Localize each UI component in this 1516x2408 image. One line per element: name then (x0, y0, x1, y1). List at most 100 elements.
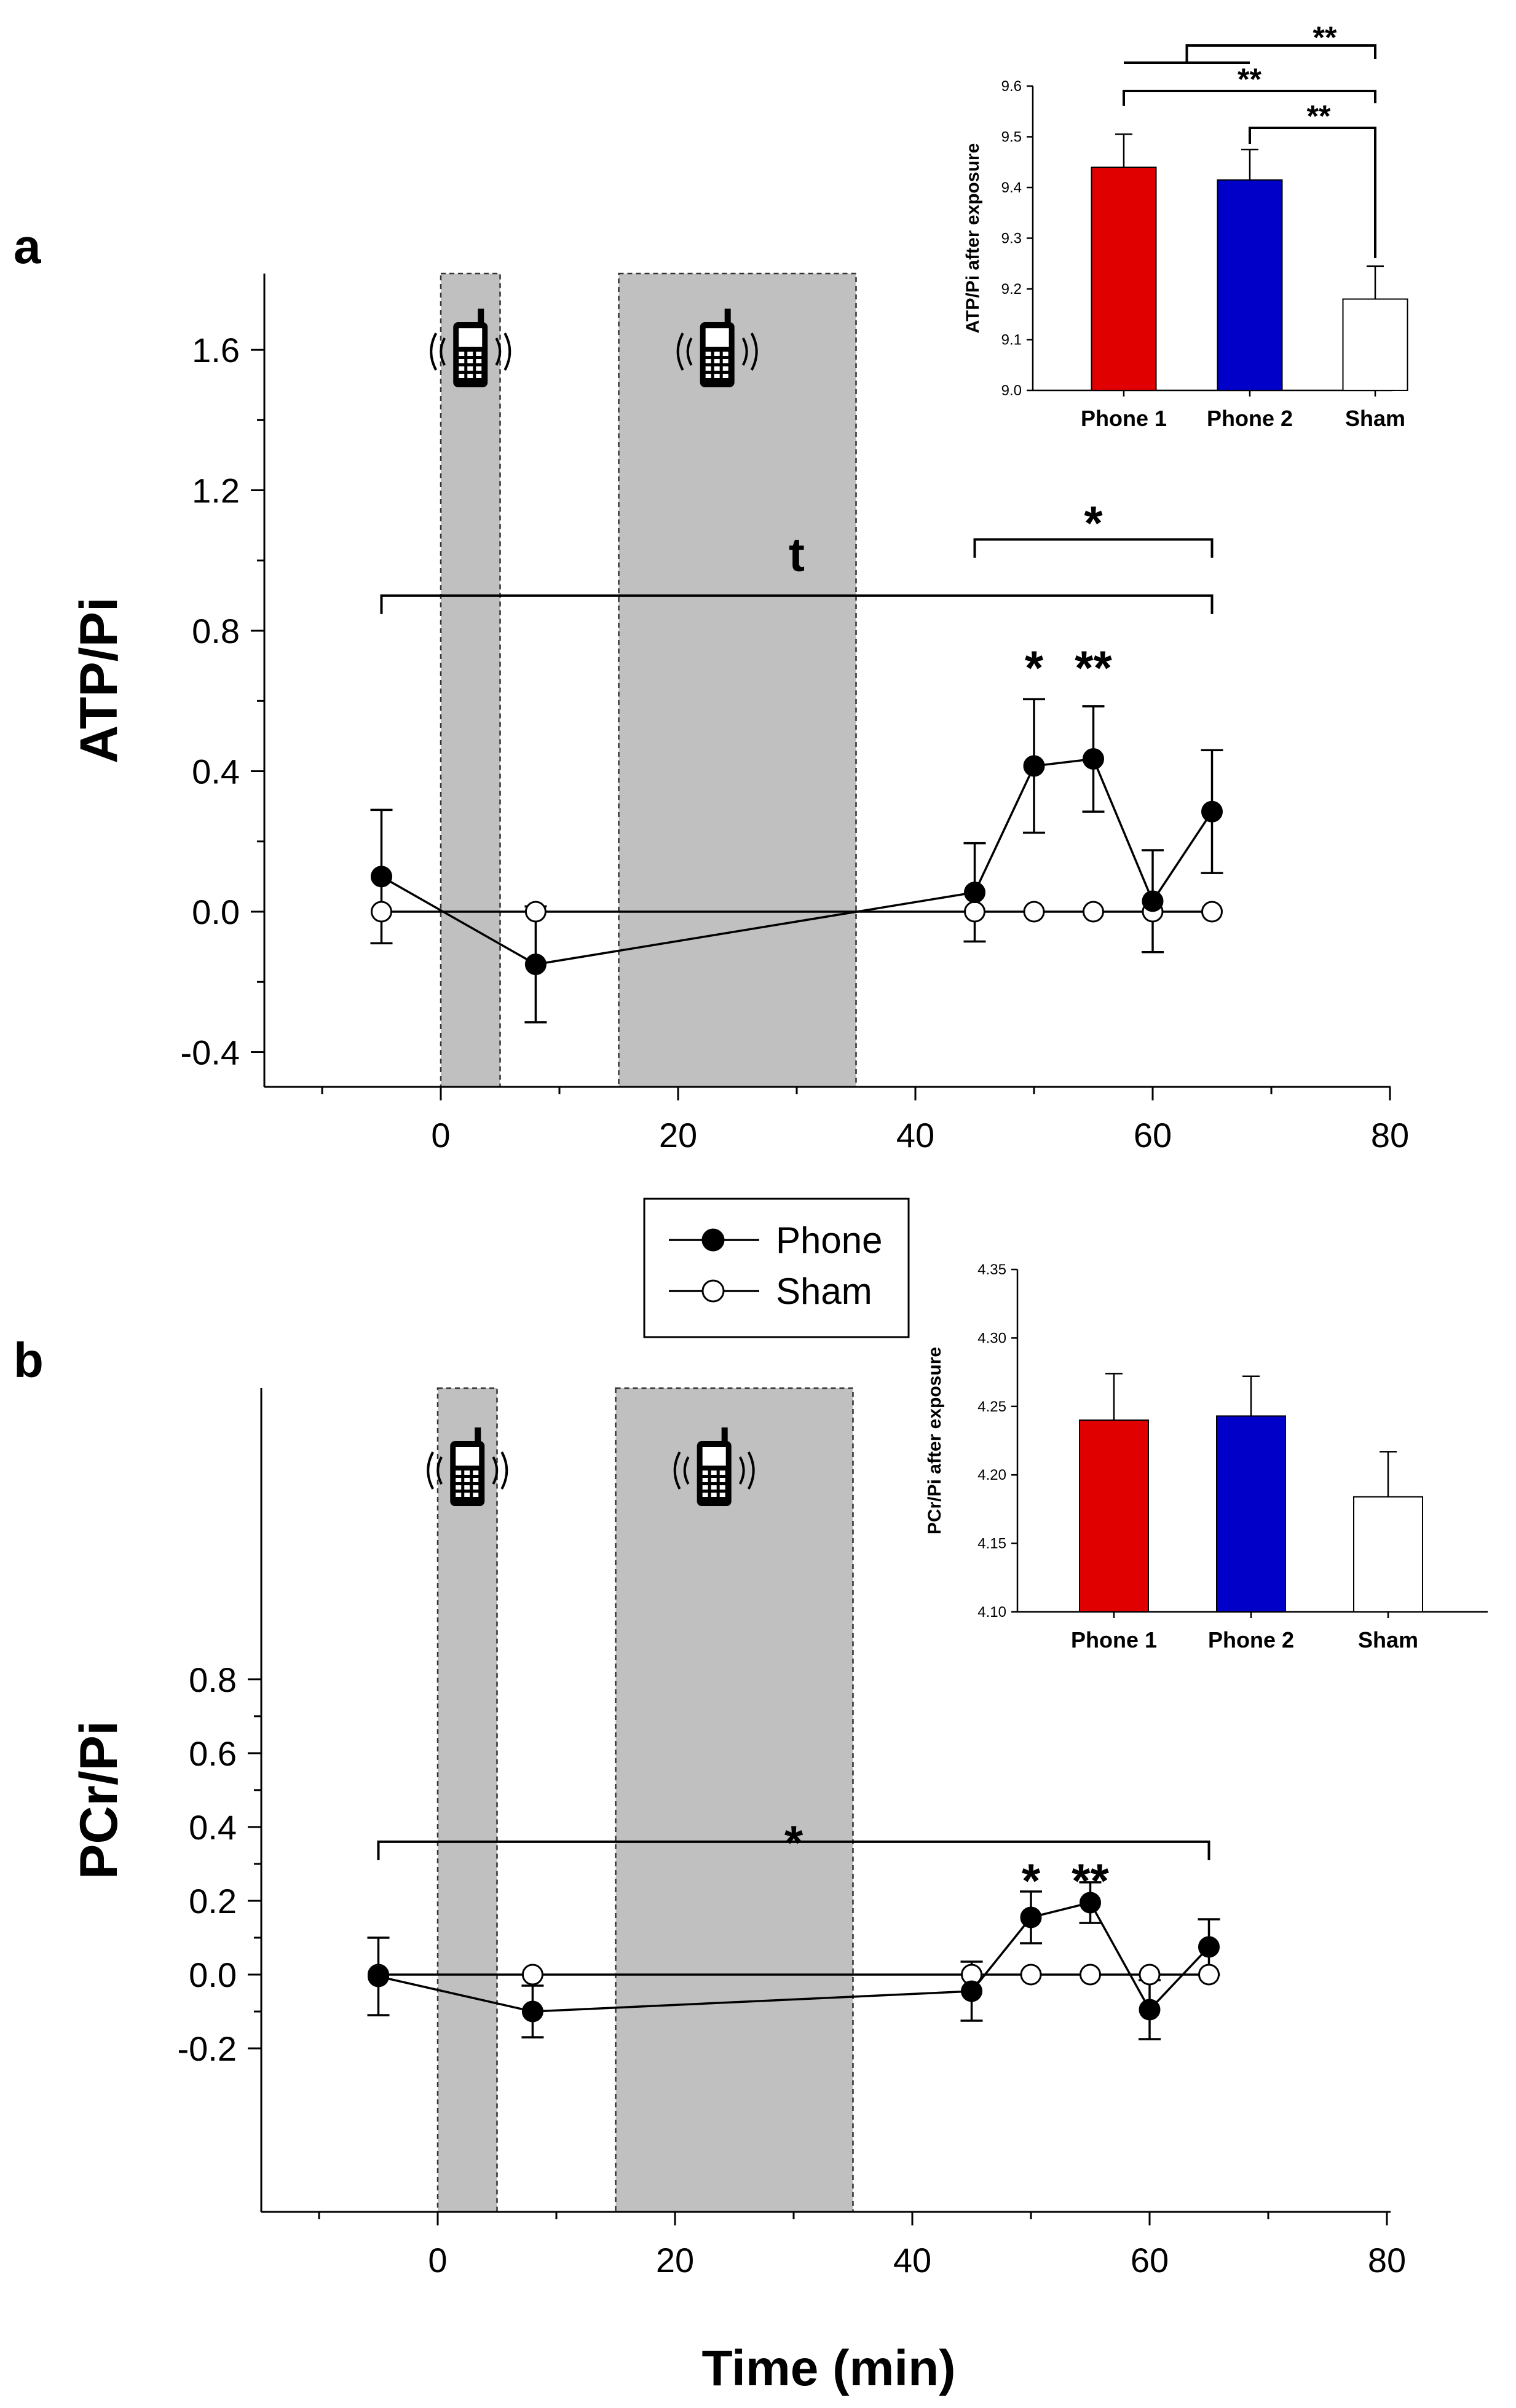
phone-icon-key (464, 1470, 470, 1475)
phone-icon (673, 1427, 755, 1506)
inset-category-label: Phone 2 (1208, 1627, 1294, 1652)
inset-y-tick-label: 4.25 (977, 1399, 1006, 1415)
phone-icon-antenna (724, 309, 731, 325)
sham-point (521, 1964, 543, 1986)
exposure-period-0 (440, 272, 501, 1088)
phone-icon-key (456, 1478, 462, 1482)
inset-bar-phone-1 (1091, 167, 1157, 391)
inset-sig-label: ** (1238, 62, 1261, 97)
y-tick-label: 0.2 (189, 1882, 237, 1920)
phone-icon-antenna (478, 309, 484, 325)
sham-point (524, 901, 547, 923)
inset-y-tick-label: 9.2 (1001, 281, 1022, 298)
inset-sig-label: ** (1307, 99, 1331, 133)
phone-icon-key (711, 1485, 717, 1490)
inset-bar-phone-2 (1216, 1415, 1286, 1613)
panel-a-label: a (14, 219, 41, 274)
sham-point (1080, 1964, 1101, 1986)
y-tick-label: 0.8 (189, 1660, 237, 1699)
phone-icon-key (459, 359, 465, 363)
inset-y-tick-label: 4.20 (977, 1467, 1006, 1483)
phone-icon-key (476, 352, 482, 356)
phone-icon-key (705, 374, 711, 378)
exposure-period-0 (436, 1387, 498, 2213)
phone-icon-key (467, 374, 473, 378)
significance-label: * (784, 1815, 803, 1869)
phone-icon-key (456, 1470, 462, 1475)
y-tick-label: -0.4 (181, 1033, 240, 1072)
phone-point (1080, 1892, 1101, 1914)
inset-category-label: Sham (1358, 1627, 1418, 1652)
phone-icon-wave-l1 (683, 1456, 690, 1485)
legend-sham-label: Sham (776, 1271, 872, 1312)
sham-point (964, 901, 985, 923)
sham-point (1139, 1964, 1161, 1986)
phone-icon-key (722, 359, 728, 363)
significance-bracket (377, 1840, 1210, 1860)
phone-icon-wave-l1 (686, 338, 693, 366)
phone-icon-key (464, 1493, 470, 1497)
x-tick-label: 20 (656, 2241, 694, 2280)
phone-icon-wave-r1 (495, 338, 502, 366)
x-axis-label: Time (min) (701, 2340, 955, 2396)
phone-icon-wave-r2 (500, 1451, 508, 1490)
inset-bar-sham (1342, 298, 1408, 391)
inset-a: 9.0 9.1 9.2 9.3 9.4 9.5 9.6 ATP/Pi after exposu… (963, 20, 1408, 431)
phone-icon (676, 309, 758, 387)
phone-icon-key (467, 352, 473, 356)
phone-icon-key (702, 1493, 708, 1497)
phone-icon-key (722, 374, 728, 378)
inset-y-tick-label: 4.30 (977, 1330, 1006, 1346)
phone-point (1020, 1906, 1042, 1928)
phone-icon-wave-r2 (750, 333, 758, 371)
x-tick-label: 80 (1368, 2241, 1406, 2280)
inset-sig-label: ** (1313, 20, 1337, 55)
x-tick-label: 80 (1371, 1116, 1409, 1155)
inset-y-tick-label: 9.6 (1001, 78, 1022, 95)
phone-icon-wave-l1 (440, 338, 446, 366)
x-tick-label: 60 (1134, 1116, 1172, 1155)
phone-icon-screen (705, 328, 729, 347)
inset-category-label: Phone 1 (1081, 406, 1167, 431)
inset-y-tick-label: 9.1 (1001, 332, 1022, 349)
inset-y-tick-label: 4.10 (977, 1604, 1006, 1620)
phone-icon-key (702, 1485, 708, 1490)
phone-point (964, 882, 985, 904)
sham-point (1201, 901, 1223, 923)
legend-phone-marker (701, 1228, 725, 1252)
panel-b-label: b (14, 1333, 44, 1388)
phone-icon (427, 1427, 508, 1506)
inset-y-tick-label: 9.4 (1001, 180, 1022, 196)
phone-icon-key (705, 366, 711, 371)
phone-icon-key (714, 374, 720, 378)
inset-bar-sham (1353, 1496, 1423, 1613)
y-tick-label: 1.2 (192, 472, 240, 510)
phone-point (1083, 748, 1104, 770)
sham-point (1020, 1964, 1042, 1986)
phone-icon-key (476, 359, 482, 363)
significance-bracket (973, 538, 1214, 558)
inset-category-label: Phone 2 (1207, 406, 1293, 431)
inset-bar-phone-1 (1079, 1419, 1149, 1613)
phone-icon-wave-l2 (430, 333, 438, 371)
phone-point (1023, 755, 1045, 777)
phone-icon-key (711, 1493, 717, 1497)
phone-icon-key (711, 1470, 717, 1475)
phone-icon-wave-l2 (673, 1451, 681, 1490)
phone-point (371, 866, 392, 888)
phone-icon-antenna (475, 1427, 481, 1443)
y-tick-label: -0.2 (178, 2029, 237, 2068)
inset-y-axis-label: ATP/Pi after exposure (963, 143, 983, 334)
inset-y-tick-label: 9.3 (1001, 231, 1022, 247)
y-tick-label: 1.6 (192, 331, 240, 369)
phone-icon-key (702, 1470, 708, 1475)
inset-category-label: Phone 1 (1071, 1627, 1157, 1652)
phone-icon-key (459, 352, 465, 356)
phone-icon-key (464, 1478, 470, 1482)
phone-icon-key (459, 374, 465, 378)
x-tick-label: 40 (893, 2241, 931, 2280)
phone-icon-key (719, 1478, 725, 1482)
exposure-period-1 (618, 272, 857, 1088)
phone-icon-key (705, 352, 711, 356)
